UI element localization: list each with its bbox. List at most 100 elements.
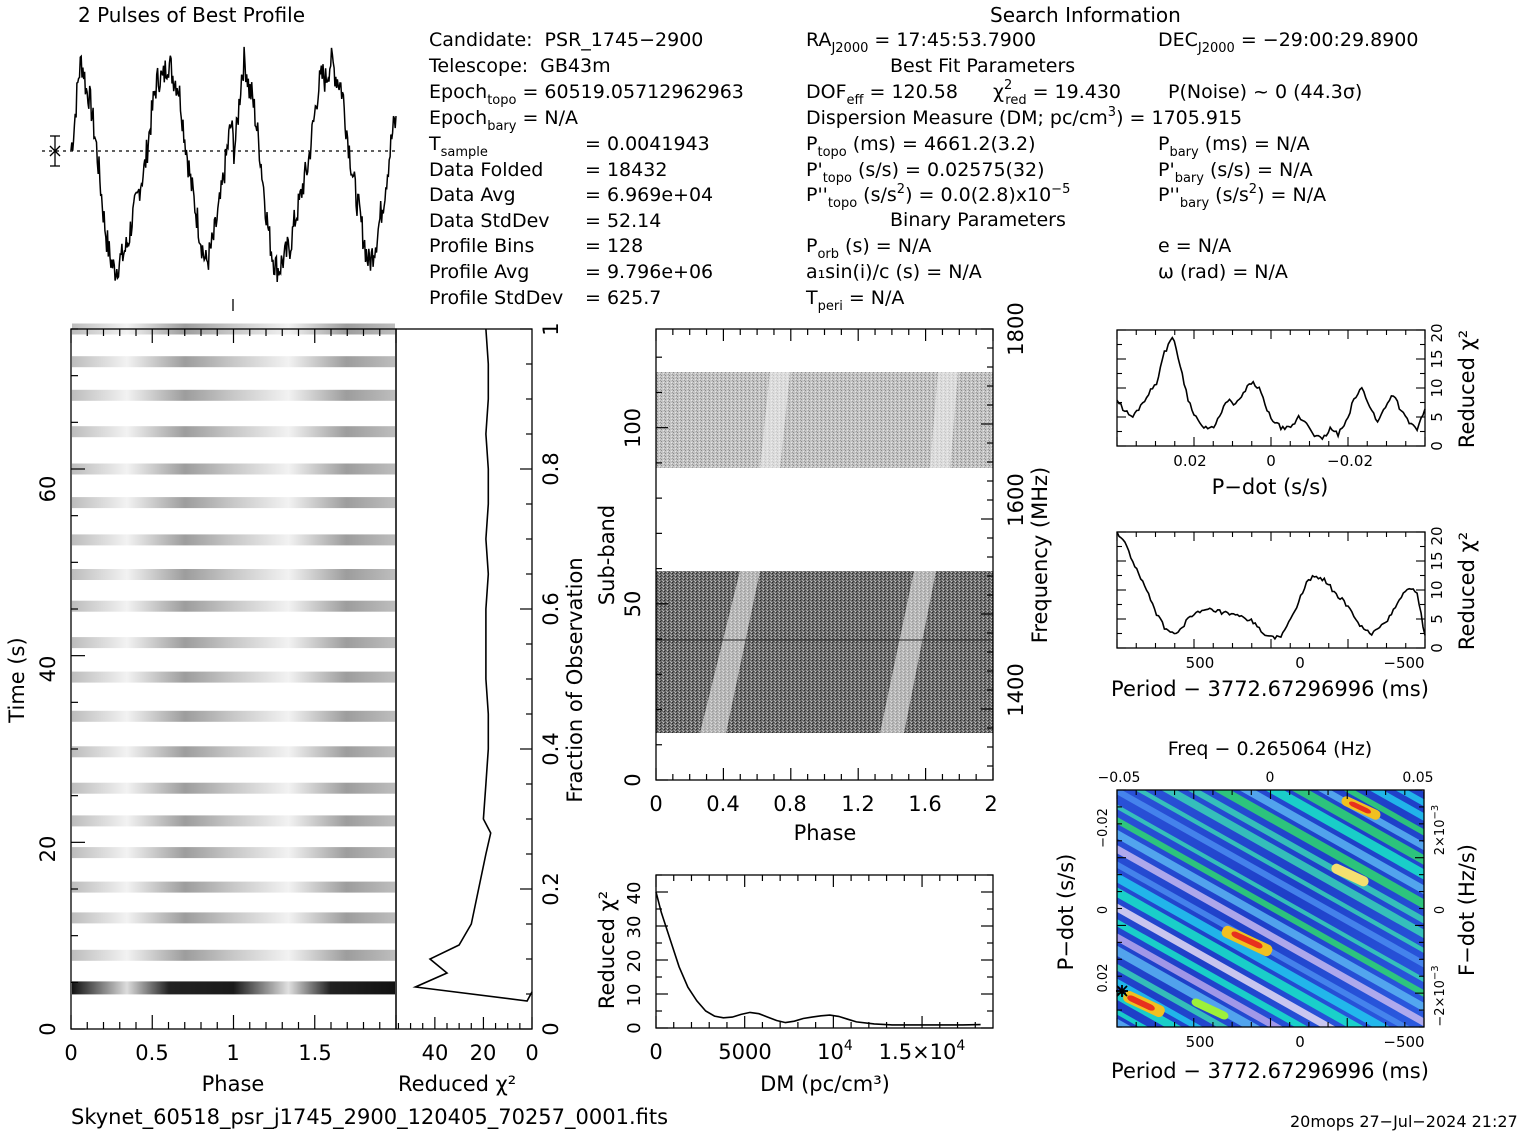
- period-ticks: [1116, 531, 1426, 649]
- tp-ytick-3: 60: [36, 476, 60, 503]
- pp-top-tick-1: 0: [1266, 770, 1275, 786]
- pp-stripe: [1265, 790, 1424, 880]
- pp-stripe: [1161, 790, 1424, 939]
- dm-ytick-0: 0: [624, 1022, 645, 1033]
- pr-xtick-0: 500: [1186, 654, 1215, 672]
- cf-rtick-4: 0.8: [539, 452, 563, 485]
- pr-rtick-3: 15: [1428, 551, 1446, 570]
- pdot-frame: [1116, 329, 1426, 447]
- time-phase-ticks: [70, 328, 397, 1030]
- pp-peak: [1127, 995, 1155, 1011]
- pp-stripe: [1117, 933, 1284, 1027]
- sb-ylabel: Sub-band: [595, 505, 619, 605]
- pd-right-label: Reduced χ²: [1455, 330, 1479, 448]
- tp-xtick-1: 0.5: [135, 1041, 168, 1065]
- info-profile-bins-value: = 128: [585, 235, 643, 257]
- sb-xtick-4: 1.6: [908, 792, 941, 816]
- tp-ytick-0: 0: [36, 1022, 60, 1035]
- search-info-title: Search Information: [990, 3, 1181, 27]
- info-pnoise: P(Noise) ~ 0 (44.3σ): [1168, 81, 1362, 103]
- sb-ftick-1: 1600: [1004, 473, 1028, 526]
- info-pddot-bary: P''bary (s/s2) = N/A: [1158, 182, 1326, 211]
- pp-stripe: [1117, 845, 1424, 1027]
- chi2-fraction-frame: [395, 328, 533, 1030]
- info-dec: DECJ2000 = −29:00:29.8900: [1158, 29, 1418, 56]
- dm-xtick-2: 104: [817, 1038, 853, 1064]
- pp-stripe: [1369, 790, 1424, 822]
- time-phase-row: [72, 600, 395, 612]
- sb-ytick-0: 0: [621, 773, 645, 786]
- sb-ftick-2: 1800: [1004, 302, 1028, 355]
- pr-xtick-2: −500: [1383, 654, 1424, 672]
- cf-rtick-2: 0.4: [539, 732, 563, 765]
- info-best-fit-heading: Best Fit Parameters: [890, 55, 1075, 77]
- chi2-fraction-line: [412, 328, 533, 1002]
- dm-ytick-1: 10: [624, 984, 645, 1007]
- info-epoch-topo: Epochtopo = 60519.05712962963: [429, 81, 744, 108]
- pp-ticks: [1116, 789, 1425, 1028]
- pp-rtick-2: −2×10−3: [1430, 965, 1448, 1026]
- pr-rtick-1: 5: [1428, 614, 1446, 624]
- cf-xtick-0: 40: [422, 1041, 449, 1065]
- time-phase-row: [72, 710, 395, 722]
- info-profile-bins-label: Profile Bins: [429, 235, 534, 257]
- time-phase-row: [72, 637, 395, 649]
- time-phase-row: [72, 426, 395, 438]
- period-line: [1116, 531, 1426, 641]
- pd-rtick-0: 0: [1428, 441, 1446, 451]
- pp-top-tick-0: −0.05: [1098, 770, 1141, 786]
- pp-xtick-2: −500: [1383, 1033, 1424, 1051]
- info-asini: a₁sin(i)/c (s) = N/A: [806, 261, 982, 283]
- pd-xtick-2: −0.02: [1327, 452, 1373, 470]
- info-dof: DOFeff = 120.58: [806, 81, 958, 108]
- pp-stripe: [1135, 790, 1424, 954]
- pp-stripe: [1117, 945, 1262, 1027]
- info-ecc: e = N/A: [1158, 235, 1231, 257]
- pp-stripe: [1317, 790, 1424, 851]
- pp-stripe: [1117, 872, 1391, 1027]
- pp-stripe: [1213, 790, 1424, 910]
- chi2-fraction-ticks: [397, 328, 533, 1030]
- cf-rtick-0: 0: [539, 1022, 563, 1035]
- pp-top-tick-2: 0.05: [1402, 770, 1433, 786]
- pp-stripe: [1117, 816, 1424, 998]
- tp-xtick-2: 1: [226, 1041, 239, 1065]
- info-right-block: RAJ2000 = 17:45:53.7900 DECJ2000 = −29:00:…: [805, 29, 1418, 314]
- info-profile-avg-label: Profile Avg: [429, 261, 529, 283]
- tp-ylabel: Time (s): [5, 637, 29, 723]
- pp-stripe: [1117, 1009, 1149, 1027]
- pp-xlabel: Period − 3772.67296996 (ms): [1111, 1059, 1429, 1083]
- time-phase-row: [72, 981, 395, 995]
- time-phase-row: [72, 389, 395, 401]
- time-phase-row: [72, 569, 395, 580]
- pp-stripe: [1117, 887, 1365, 1027]
- time-phase-row: [72, 847, 395, 859]
- pp-xtick-1: 0: [1295, 1033, 1305, 1051]
- info-data-folded-label: Data Folded: [429, 159, 543, 181]
- pd-xtick-0: 0.02: [1173, 452, 1206, 470]
- info-pdot-bary: P'bary (s/s) = N/A: [1158, 159, 1313, 186]
- time-phase-row: [72, 463, 395, 475]
- period-frame: [1116, 531, 1426, 649]
- pp-stripes: [1117, 790, 1424, 1027]
- dm-xtick-0: 0: [649, 1040, 662, 1064]
- pp-stripe: [1117, 829, 1424, 1012]
- info-data-stddev-value: = 52.14: [585, 210, 661, 232]
- pd-rtick-4: 20: [1428, 323, 1446, 342]
- period-plot: 500 0 −500 Period − 3772.67296996 (ms) 0…: [1111, 526, 1479, 701]
- profile-plot: [42, 46, 397, 283]
- subband-phase-plot: 0 0.4 0.8 1.2 1.6 2 Phase 0 50 100 Sub-b…: [595, 302, 1052, 845]
- dm-ticks: [655, 874, 993, 1029]
- info-candidate: Candidate: PSR_1745−2900: [429, 29, 703, 51]
- pp-ylabel: P−dot (s/s): [1054, 854, 1078, 971]
- sb-xtick-0: 0: [649, 792, 662, 816]
- time-phase-row: [72, 356, 395, 368]
- info-data-avg-label: Data Avg: [429, 184, 516, 206]
- pp-stripe: [1117, 918, 1309, 1027]
- info-telescope: Telescope: GB43m: [428, 55, 611, 77]
- info-profile-avg-value: = 9.796e+06: [585, 261, 713, 283]
- pr-xtick-1: 0: [1295, 654, 1305, 672]
- sb-ytick-1: 50: [621, 591, 645, 618]
- dm-ylabel: Reduced χ²: [595, 891, 619, 1009]
